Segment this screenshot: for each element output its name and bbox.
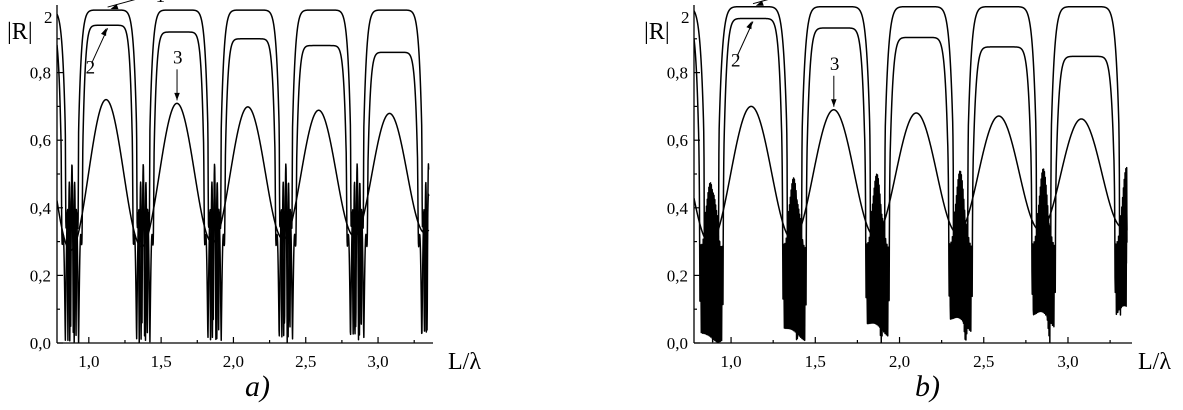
- x-tick-label: 2,0: [223, 352, 244, 371]
- y-tick-label: 0,0: [667, 334, 688, 353]
- series-2-line: [694, 17, 1128, 343]
- annotation-arrow: [752, 0, 769, 5]
- series-label-2: 2: [86, 57, 96, 78]
- x-tick-label: 1,5: [150, 352, 171, 371]
- annotation-arrowhead: [174, 92, 180, 101]
- series-2-line: [57, 24, 430, 343]
- annotation-arrowhead: [746, 21, 752, 30]
- x-axis-title: L/λ: [1138, 349, 1171, 375]
- x-tick-label: 1,0: [720, 352, 741, 371]
- y-tick-label: 0,0: [30, 334, 51, 353]
- x-tick-label: 2,0: [889, 352, 910, 371]
- y-axis-title: |R|: [7, 19, 33, 45]
- annotation-arrowhead: [110, 4, 119, 10]
- x-tick-label: 3,0: [367, 352, 388, 371]
- x-tick-label: 1,0: [78, 352, 99, 371]
- series-3-line: [694, 105, 1128, 245]
- y-tick-label: 0,8: [667, 64, 688, 83]
- series-label-1: 1: [156, 0, 166, 7]
- y-axis-title: |R|: [644, 19, 670, 45]
- y-tick-label: 0,4: [30, 199, 52, 218]
- series-label-3: 3: [173, 47, 183, 68]
- y-tick-label: 0,2: [30, 266, 51, 285]
- annotation-arrow: [107, 0, 136, 8]
- annotation-arrowhead: [755, 0, 764, 6]
- y-axis-title-superscript: 2: [681, 8, 690, 27]
- x-tick-label: 2,5: [295, 352, 316, 371]
- annotation-arrowhead: [831, 99, 837, 107]
- y-tick-label: 0,4: [667, 199, 689, 218]
- chart-panel-2: 0,0 0,2 0,4 0,6 0,8 1,0 1,5 2,0 2,5 3,0 |R| 2 L/λ b) 1…: [644, 0, 1171, 403]
- x-axis-title: L/λ: [448, 349, 481, 375]
- panel-label: b): [915, 370, 940, 403]
- series-3-line: [57, 98, 430, 252]
- y-tick-label: 0,8: [30, 64, 51, 83]
- annotation-arrowhead: [101, 28, 107, 37]
- series-label-1: 1: [801, 0, 811, 4]
- y-axis-title-superscript: 2: [44, 8, 53, 27]
- y-tick-label: 0,6: [30, 131, 51, 150]
- y-tick-label: 0,2: [667, 266, 688, 285]
- y-tick-label: 0,6: [667, 131, 688, 150]
- x-tick-label: 2,5: [973, 352, 994, 371]
- panel-label: a): [245, 370, 270, 403]
- x-tick-label: 1,5: [805, 352, 826, 371]
- chart-panel-1: 0,0 0,2 0,4 0,6 0,8 1,0 1,5 2,0 2,5 3,0 |R| 2 L/λ a) 1…: [7, 0, 481, 403]
- x-tick-label: 3,0: [1057, 352, 1078, 371]
- series-label-3: 3: [830, 54, 840, 75]
- series-1-line: [57, 9, 430, 343]
- series-1-line: [694, 5, 1128, 343]
- series-label-2: 2: [731, 51, 741, 72]
